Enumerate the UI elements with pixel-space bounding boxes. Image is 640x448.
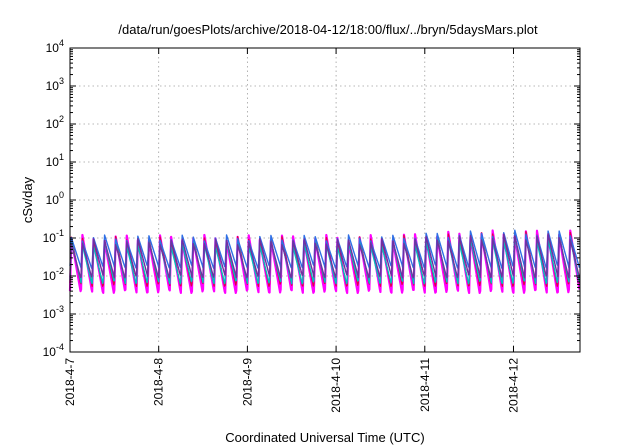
y-tick-label: 10-1 [43,228,64,245]
y-axis-label: cSv/day [20,176,35,223]
x-tick-label: 2018-4-7 [63,358,77,406]
series-line [69,233,581,279]
y-tick-label: 100 [46,190,64,207]
x-tick-label: 2018-4-8 [152,358,166,406]
chart-title: /data/run/goesPlots/archive/2018-04-12/1… [118,22,538,37]
x-tick-label: 2018-4-11 [418,358,432,412]
y-tick-label: 101 [46,152,64,169]
y-tick-label: 10-3 [43,304,64,321]
y-tick-label: 102 [46,114,64,131]
x-tick-label: 2018-4-12 [506,358,520,413]
y-tick-label: 10-2 [43,266,64,283]
x-tick-label: 2018-4-10 [329,358,343,413]
x-tick-labels: 2018-4-7 2018-4-8 2018-4-9 2018-4-10 2018-4-… [63,358,520,413]
axis-ticks [69,47,580,353]
y-tick-label: 10-4 [43,342,64,359]
y-tick-label: 104 [46,38,64,55]
grid-lines [70,48,580,352]
x-axis-label: Coordinated Universal Time (UTC) [225,430,424,445]
x-tick-label: 2018-4-9 [240,358,254,406]
y-tick-labels: 10-4 10-3 10-2 10-1 100 101 102 103 104 [43,38,64,359]
series-group [68,229,581,295]
y-tick-label: 103 [46,76,64,93]
